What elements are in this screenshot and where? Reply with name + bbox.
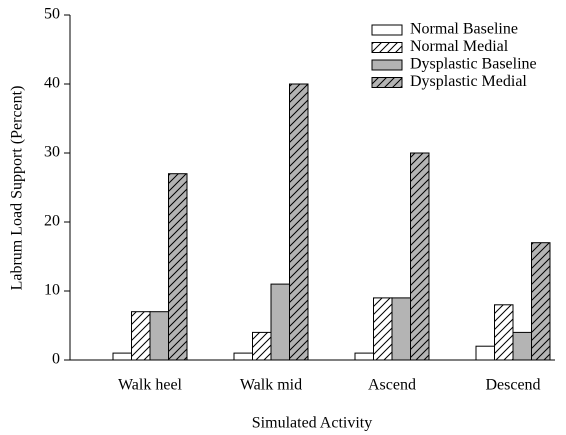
bar <box>270 283 290 361</box>
x-tick-label: Walk mid <box>240 377 302 394</box>
y-tick-label: 40 <box>44 75 60 92</box>
bar <box>475 345 495 361</box>
bar <box>354 352 374 361</box>
bar <box>168 173 188 361</box>
bar <box>391 297 411 361</box>
legend-label: Normal Baseline <box>410 21 518 38</box>
y-tick-label: 50 <box>44 6 60 23</box>
y-tick-label: 30 <box>44 144 60 161</box>
legend-label: Dysplastic Baseline <box>410 56 537 73</box>
bar <box>512 331 532 361</box>
bar <box>233 352 253 361</box>
bar <box>531 242 551 361</box>
y-tick-label: 20 <box>44 213 60 230</box>
bar <box>373 297 393 361</box>
y-axis-label: Labrum Load Support (Percent) <box>9 86 26 291</box>
bar <box>149 311 169 361</box>
legend-swatch <box>371 59 403 71</box>
bar <box>112 352 132 361</box>
x-axis-label: Simulated Activity <box>252 415 372 432</box>
x-tick-label: Descend <box>485 377 540 394</box>
bar <box>410 152 430 361</box>
legend-swatch <box>371 24 403 36</box>
y-tick-label: 10 <box>44 282 60 299</box>
y-tick-label: 0 <box>52 351 60 368</box>
x-tick-label: Ascend <box>368 377 416 394</box>
bar <box>494 304 514 361</box>
legend-swatch <box>371 77 403 88</box>
bar <box>131 311 151 361</box>
legend-swatch <box>371 42 403 53</box>
bar <box>252 331 272 361</box>
legend-label: Dysplastic Medial <box>410 73 527 90</box>
legend-label: Normal Medial <box>410 38 509 55</box>
x-tick-label: Walk heel <box>118 377 183 394</box>
bar <box>289 83 309 361</box>
